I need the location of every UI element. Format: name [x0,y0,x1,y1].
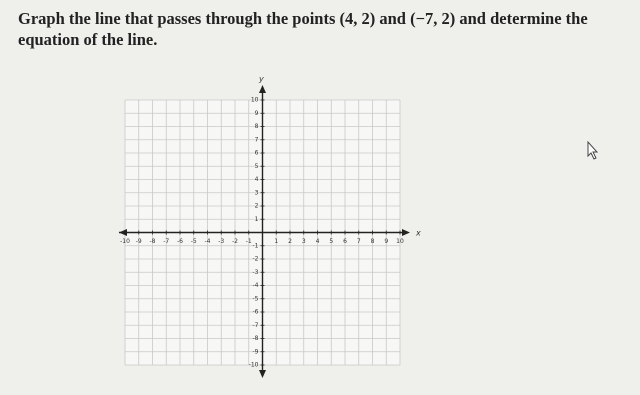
y-arrow [259,85,266,93]
x-tick-label: 6 [343,238,347,245]
x-tick-label: -5 [191,238,197,245]
y-tick-label: 4 [255,176,259,183]
y-tick-label: -3 [253,269,259,276]
y-tick-label: 6 [255,150,259,157]
y-tick-label: -10 [249,362,259,369]
y-tick-label: 2 [255,203,259,210]
y-tick-label: -9 [253,348,259,355]
y-tick-label: 3 [255,189,259,196]
x-tick-label: -2 [232,238,238,245]
x-tick-label: -3 [218,238,224,245]
x-tick-label: 8 [371,238,375,245]
y-tick-label: 7 [255,136,259,143]
x-tick-label: -6 [177,238,183,245]
x-tick-label: -4 [205,238,211,245]
y-axis-label: y [258,75,264,84]
x-tick-label: 7 [357,238,361,245]
y-tick-label: -4 [253,282,259,289]
question-text: Graph the line that passes through the p… [18,9,588,49]
x-tick-label: 5 [329,238,333,245]
y-tick-label: -8 [253,335,259,342]
x-tick-label: -9 [136,238,142,245]
y-tick-label: -1 [253,242,259,249]
x-axis-label: x [415,229,421,238]
y-tick-label: -2 [253,256,259,263]
x-tick-label: 2 [288,238,292,245]
x-arrow [119,229,127,236]
y-tick-label: 1 [255,216,259,223]
y-tick-label: -6 [253,309,259,316]
x-tick-label: 3 [302,238,306,245]
x-tick-label: 9 [384,238,388,245]
x-arrow [402,229,410,236]
y-tick-label: -5 [253,295,259,302]
y-arrow [259,370,266,378]
x-tick-label: 1 [274,238,278,245]
y-tick-label: 9 [255,110,259,117]
y-tick-label: -7 [253,322,259,329]
y-tick-label: 8 [255,123,259,130]
x-tick-label: -10 [120,238,130,245]
y-tick-label: 5 [255,163,259,170]
x-tick-label: 10 [396,238,404,245]
x-tick-label: -1 [246,238,252,245]
x-tick-label: -8 [150,238,156,245]
mouse-cursor [587,140,599,160]
x-tick-label: -7 [163,238,169,245]
x-tick-label: 4 [316,238,320,245]
y-tick-label: 10 [251,97,259,104]
